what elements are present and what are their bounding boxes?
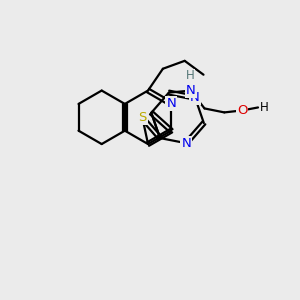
Text: N: N (182, 137, 191, 150)
Text: O: O (237, 104, 247, 117)
Text: H: H (186, 69, 195, 82)
Text: N: N (186, 84, 196, 97)
Text: S: S (138, 111, 147, 124)
Text: H: H (260, 101, 269, 114)
Text: N: N (166, 98, 176, 110)
Text: N: N (190, 91, 200, 104)
